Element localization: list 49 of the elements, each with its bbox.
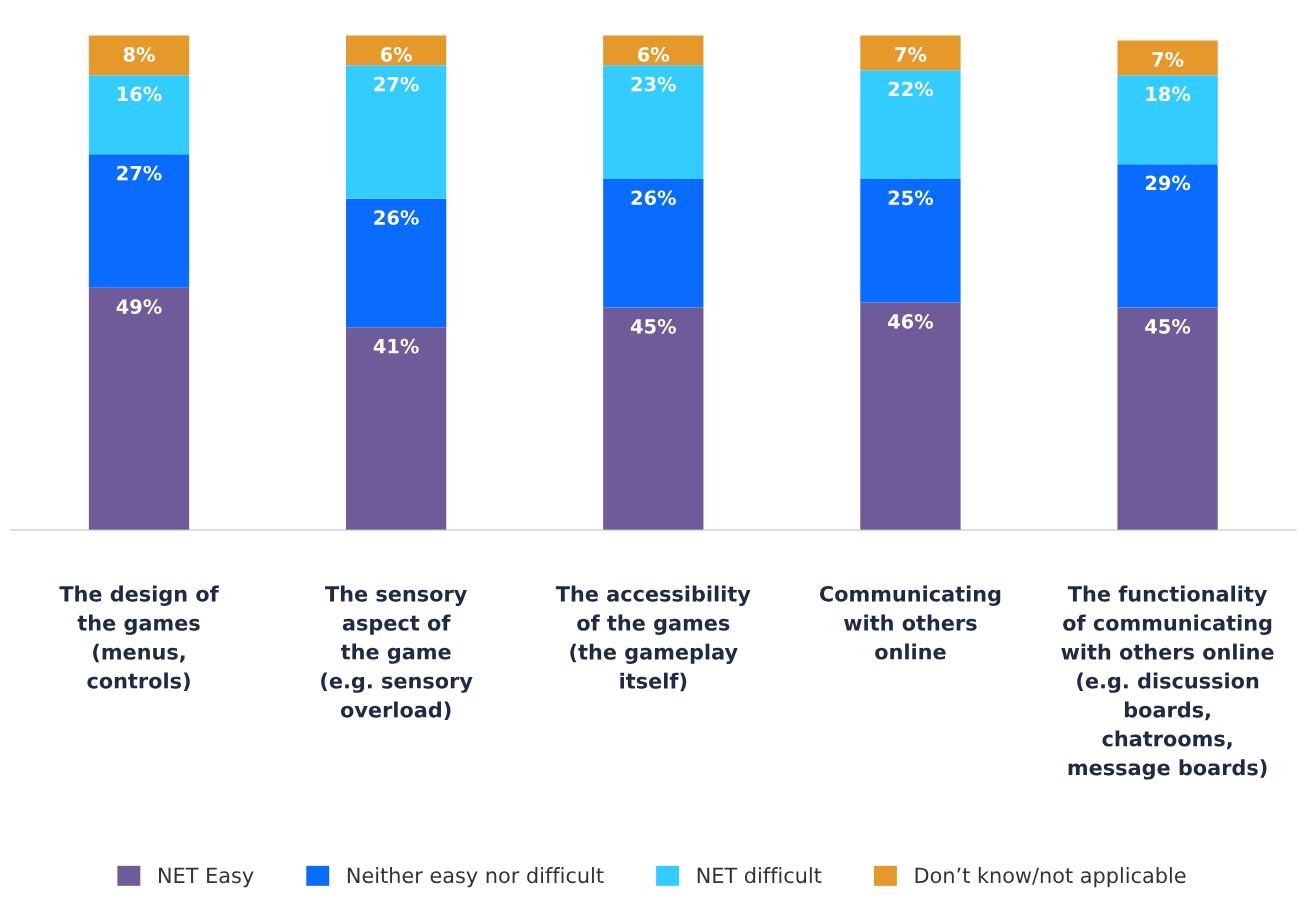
- legend-label: Neither easy nor difficult: [347, 867, 604, 888]
- bar: [860, 178, 961, 303]
- bar: [346, 198, 447, 328]
- legend-label: NET difficult: [697, 867, 822, 884]
- bar: [860, 70, 961, 179]
- bar: [1117, 40, 1218, 76]
- data-label: 27%: [117, 165, 162, 181]
- bar: [603, 35, 704, 66]
- data-label: 45%: [630, 318, 676, 334]
- data-label: 41%: [373, 338, 419, 354]
- x-tick-label: The sensory aspect of the game (e.g. sensory overload): [321, 585, 473, 721]
- data-label: 7%: [1152, 51, 1184, 67]
- data-label: 45%: [1145, 318, 1191, 334]
- legend-label: NET Easy: [159, 867, 254, 888]
- bar: [603, 178, 704, 308]
- data-label: 8%: [123, 47, 155, 62]
- bar: [1117, 307, 1218, 531]
- data-label: 22%: [888, 81, 934, 97]
- x-tick-label: Communicating with others online: [819, 585, 1001, 660]
- data-label: 7%: [895, 47, 927, 62]
- bar: [88, 154, 190, 288]
- bar: [603, 307, 704, 531]
- data-label: 29%: [1145, 175, 1191, 191]
- data-label: 23%: [631, 76, 676, 92]
- data-label: 6%: [638, 47, 670, 62]
- data-label: 6%: [380, 47, 413, 62]
- bar: [346, 327, 447, 531]
- bar: [346, 65, 447, 199]
- data-label: 18%: [1146, 86, 1191, 102]
- legend-label: Don’t know/not applicable: [915, 867, 1186, 888]
- bar: [860, 35, 961, 71]
- data-label: 27%: [374, 76, 419, 92]
- x-tick-label: The design of the games (menus, controls): [59, 585, 219, 692]
- bar: [88, 35, 190, 76]
- x-tick-label: The functionality of communicating with others online (e.g. discussion boards, chatrooms, message boards): [1061, 585, 1274, 780]
- data-label: 46%: [888, 314, 934, 329]
- bar: [88, 75, 190, 155]
- data-label: 26%: [374, 210, 419, 225]
- bar: [1117, 164, 1218, 308]
- bar: [860, 302, 961, 531]
- bar: [603, 65, 704, 179]
- data-label: 49%: [116, 299, 162, 314]
- bar: [88, 287, 190, 531]
- data-label: 25%: [888, 190, 934, 206]
- data-label: 16%: [117, 86, 162, 102]
- data-label: 26%: [631, 190, 676, 206]
- bar: [1117, 75, 1218, 165]
- bar: [346, 35, 447, 66]
- x-tick-label: The accessibility of the games (the gameplay itself): [555, 585, 751, 692]
